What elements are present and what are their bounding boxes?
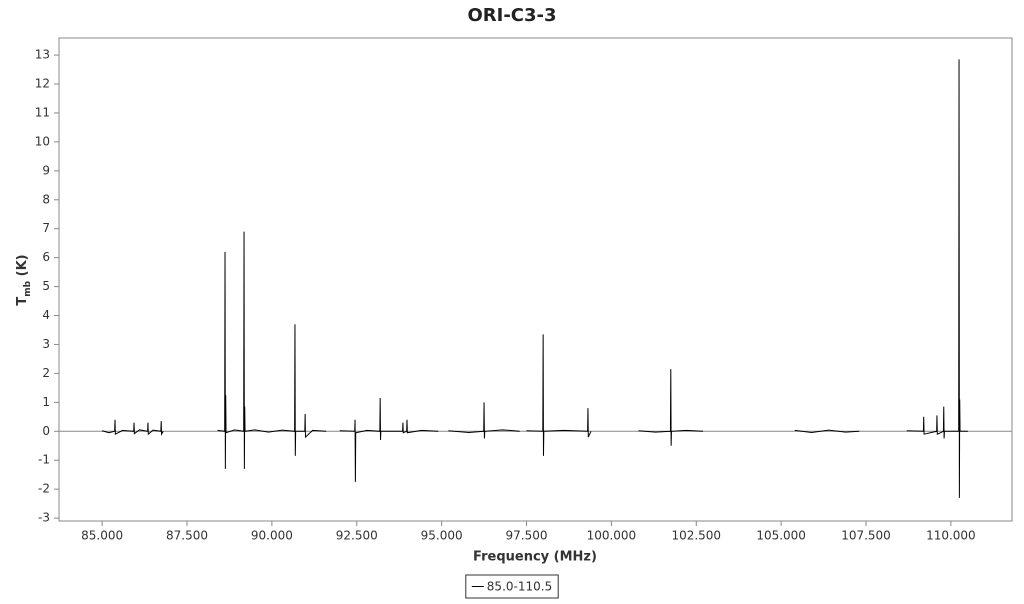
x-tick-label: 87.500 [166,529,208,543]
y-tick-label: 1 [42,395,50,409]
y-tick-label: 8 [42,192,50,206]
y-tick-label: 11 [35,105,50,119]
y-tick-label: 9 [42,163,50,177]
x-tick-label: 85.000 [81,529,123,543]
x-tick-label: 95.000 [421,529,463,543]
plot-frame [58,37,1013,522]
y-axis-label: Tmb (K) [15,254,33,305]
legend: 85.0-110.5 [465,574,559,599]
y-tick-label: -2 [38,482,50,496]
y-tick-label: 3 [42,337,50,351]
x-tick-label: 102.500 [671,529,721,543]
legend-label: 85.0-110.5 [487,580,552,594]
x-tick-label: 100.000 [587,529,637,543]
y-tick-label: -3 [38,511,50,525]
y-tick-label: -1 [38,453,50,467]
spectrum-line [101,59,968,498]
y-tick-label: 0 [42,424,50,438]
y-label-main: T [15,297,30,306]
y-tick-label: 5 [42,279,50,293]
y-label-sub: mb [23,280,33,296]
y-tick-label: 12 [35,77,50,91]
y-tick-label: 13 [35,48,50,62]
chart-title: ORI-C3-3 [467,5,556,26]
y-tick-label: 2 [42,366,50,380]
x-axis-label: Frequency (MHz) [473,550,597,565]
x-tick-label: 97.500 [506,529,548,543]
y-tick-label: 7 [42,221,50,235]
y-tick-label: 6 [42,250,50,264]
x-tick-label: 105.000 [756,529,806,543]
y-tick-label: 4 [42,308,50,322]
x-tick-label: 110.000 [926,529,976,543]
y-tick-label: 10 [35,134,50,148]
x-tick-label: 107.500 [841,529,891,543]
legend-box [465,574,559,599]
x-tick-label: 90.000 [251,529,293,543]
y-label-suffix: (K) [15,254,30,280]
x-tick-label: 92.500 [336,529,378,543]
